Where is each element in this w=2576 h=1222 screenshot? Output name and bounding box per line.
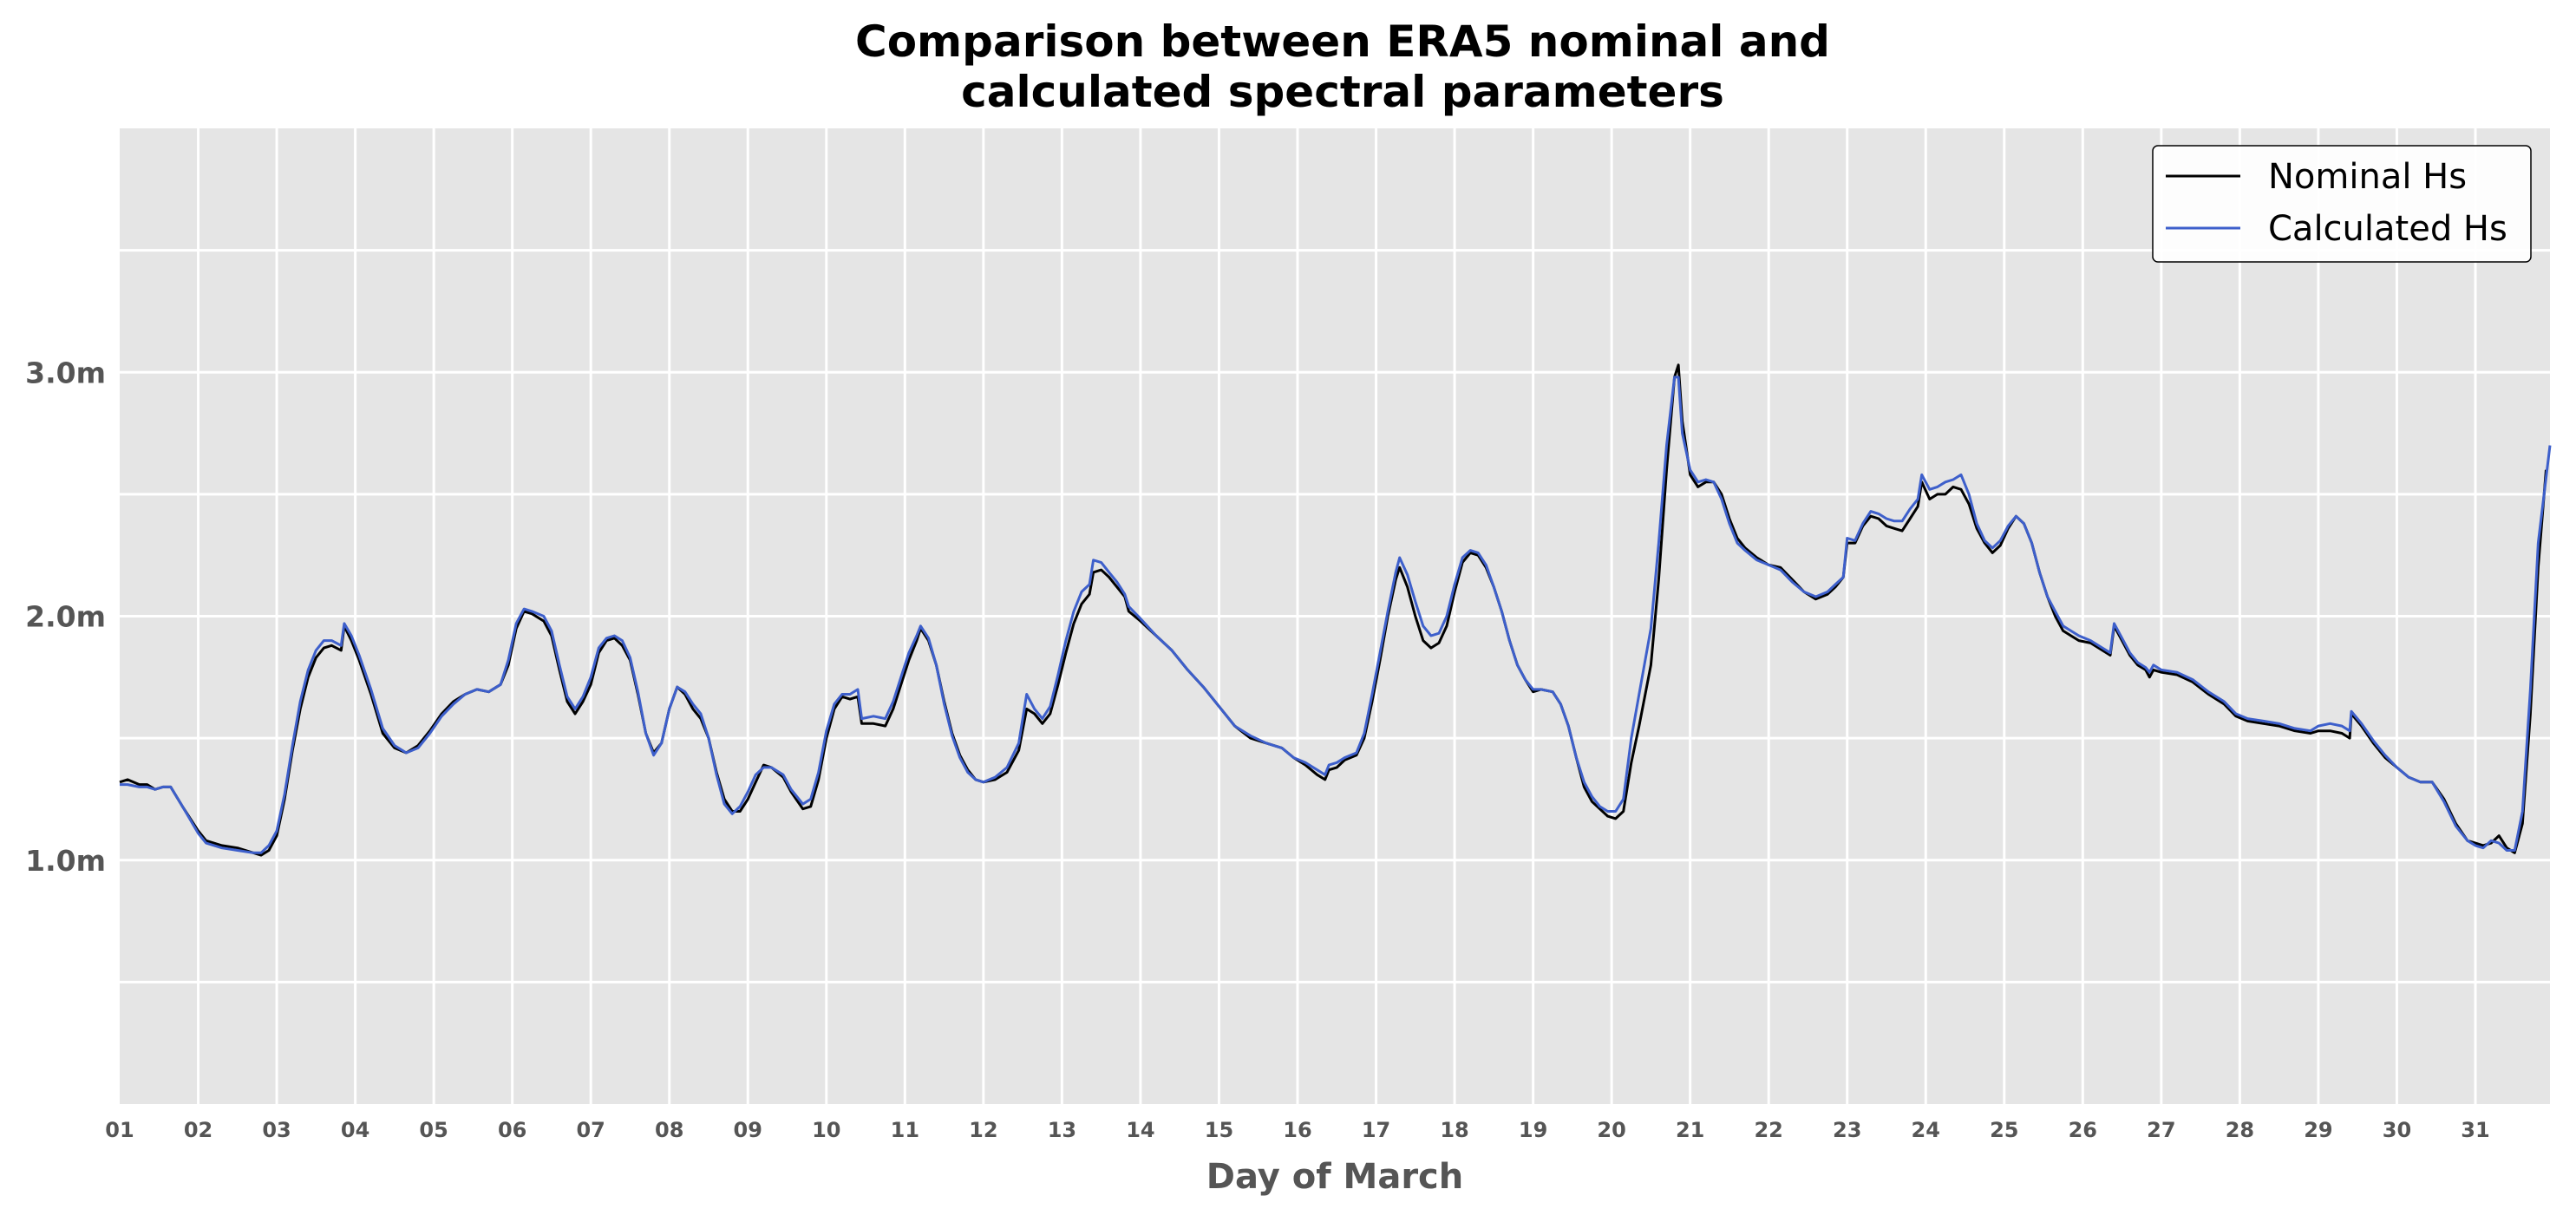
x-tick-label: 12 [969, 1118, 997, 1142]
series-layer [119, 363, 2552, 857]
x-tick-label: 10 [812, 1118, 840, 1142]
x-tick-label: 14 [1126, 1118, 1154, 1142]
x-tick-label: 17 [1362, 1118, 1390, 1142]
x-axis-ticks: 01 02 03 04 05 06 07 08 09 10 11 12 13 14 15 16 17 18 19 20… [105, 1118, 2489, 1142]
x-tick-label: 29 [2304, 1118, 2332, 1142]
legend-label-calculated-hs: Calculated Hs [2268, 209, 2507, 249]
x-tick-label: 04 [341, 1118, 369, 1142]
x-tick-label: 18 [1440, 1118, 1468, 1142]
vertical-grid [197, 128, 2477, 1104]
x-tick-label: 07 [576, 1118, 605, 1142]
x-tick-label: 25 [1990, 1118, 2018, 1142]
x-tick-label: 08 [655, 1118, 683, 1142]
y-axis-ticks: 1.0m 2.0m 3.0m [25, 356, 106, 878]
legend: Nominal Hs Calculated Hs [2152, 145, 2532, 263]
x-tick-label: 01 [105, 1118, 134, 1142]
series-line-calculated-hs [120, 376, 2552, 854]
horizontal-grid [120, 249, 2550, 983]
x-axis-label: Day of March [1206, 1157, 1463, 1197]
x-tick-label: 03 [262, 1118, 291, 1142]
legend-label-nominal-hs: Nominal Hs [2268, 157, 2467, 197]
x-tick-label: 28 [2226, 1118, 2254, 1142]
x-tick-label: 22 [1754, 1118, 1782, 1142]
x-tick-label: 24 [1912, 1118, 1940, 1142]
y-tick-label: 3.0m [25, 356, 106, 389]
chart-title-line-2: calculated spectral parameters [961, 67, 1724, 117]
x-tick-label: 02 [184, 1118, 212, 1142]
x-tick-label: 27 [2147, 1118, 2175, 1142]
y-tick-label: 2.0m [25, 600, 106, 634]
x-tick-label: 15 [1205, 1118, 1233, 1142]
x-tick-label: 26 [2069, 1118, 2097, 1142]
x-tick-label: 20 [1597, 1118, 1625, 1142]
x-tick-label: 19 [1519, 1118, 1547, 1142]
y-tick-label: 1.0m [25, 844, 106, 878]
x-tick-label: 11 [891, 1118, 919, 1142]
x-tick-label: 16 [1283, 1118, 1311, 1142]
x-tick-label: 31 [2461, 1118, 2489, 1142]
x-tick-label: 06 [498, 1118, 526, 1142]
chart-title-line-1: Comparison between ERA5 nominal and [855, 16, 1830, 67]
x-tick-label: 23 [1833, 1118, 1861, 1142]
legend-frame [2152, 145, 2532, 263]
x-tick-label: 30 [2383, 1118, 2411, 1142]
x-tick-label: 21 [1676, 1118, 1704, 1142]
x-tick-label: 09 [734, 1118, 762, 1142]
x-tick-label: 13 [1048, 1118, 1076, 1142]
x-tick-label: 05 [419, 1118, 448, 1142]
